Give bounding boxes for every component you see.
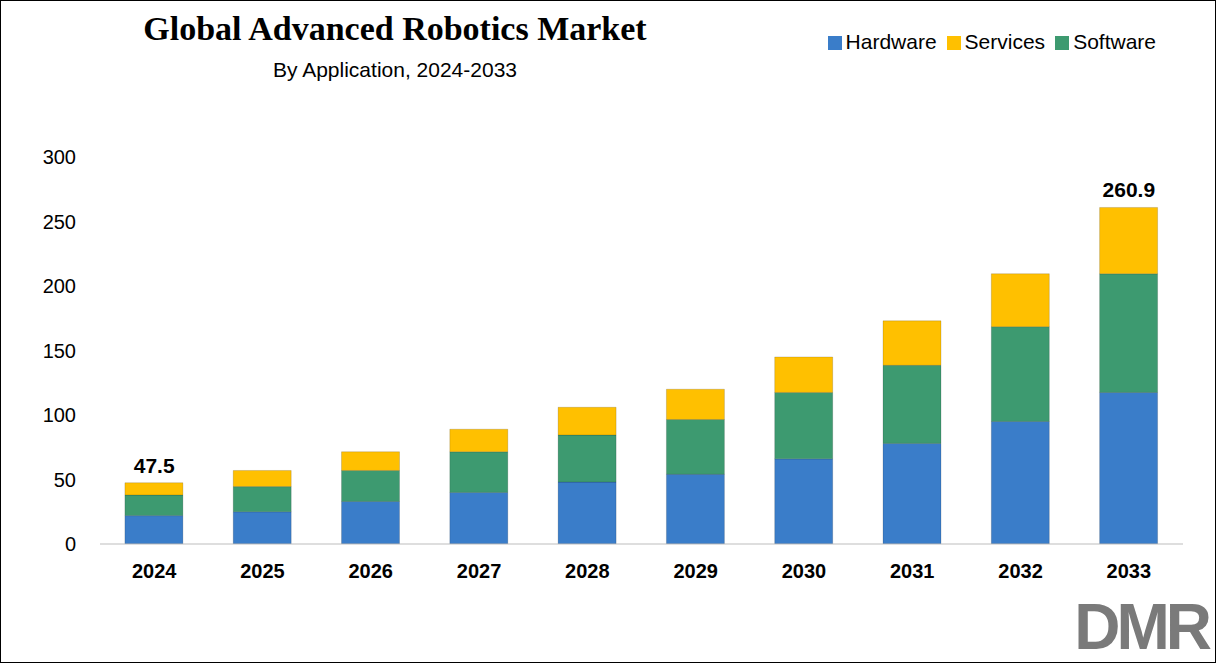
html-text:Global Advanced Robotics Marke: Global Advanced Robotics Market xyxy=(143,10,647,47)
html-text:Software: Software xyxy=(1073,30,1156,53)
svg-text:200: 200 xyxy=(43,275,76,297)
svg-text:2027: 2027 xyxy=(457,560,502,582)
svg-text:2030: 2030 xyxy=(782,560,827,582)
html-text:By Application, 2024-2033: By Application, 2024-2033 xyxy=(273,58,517,81)
svg-text:100: 100 xyxy=(43,404,76,426)
svg-text:2028: 2028 xyxy=(565,560,610,582)
svg-text:2031: 2031 xyxy=(890,560,935,582)
svg-text:2026: 2026 xyxy=(349,560,394,582)
svg-text:250: 250 xyxy=(43,211,76,233)
svg-text:2032: 2032 xyxy=(998,560,1043,582)
svg-text:260.9: 260.9 xyxy=(1103,178,1156,201)
svg-text:0: 0 xyxy=(65,533,76,555)
html-text:Hardware: Hardware xyxy=(845,30,937,53)
svg-text:2033: 2033 xyxy=(1107,560,1152,582)
svg-text:150: 150 xyxy=(43,340,76,362)
svg-text:300: 300 xyxy=(43,146,76,168)
svg-text:2025: 2025 xyxy=(240,560,285,582)
svg-text:50: 50 xyxy=(54,469,76,491)
svg-text:47.5: 47.5 xyxy=(134,454,175,477)
svg-text:2024: 2024 xyxy=(132,560,177,582)
svg-text:2029: 2029 xyxy=(673,560,718,582)
html-text:Services: Services xyxy=(964,30,1046,53)
html-text:DMR: DMR xyxy=(1074,591,1208,663)
